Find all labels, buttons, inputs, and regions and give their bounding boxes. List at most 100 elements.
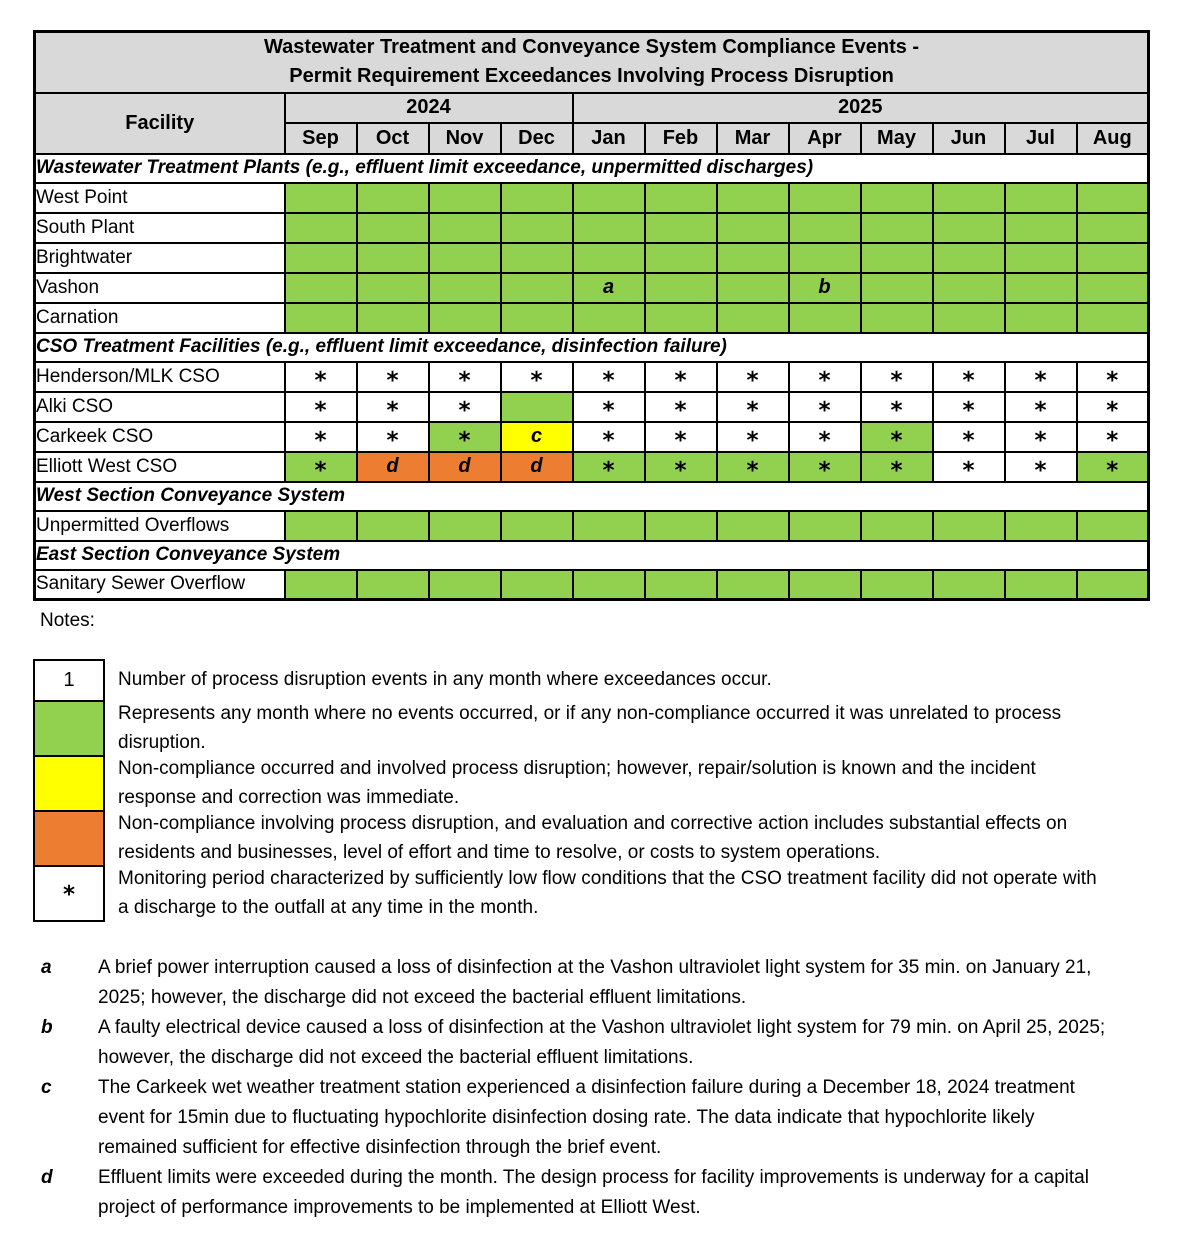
year-2025-header: 2025 (571, 91, 1150, 124)
no-discharge-asterisk: * (386, 398, 399, 422)
status-cell-apr (787, 301, 862, 334)
legend-item: Non-compliance occurred and involved pro… (33, 755, 1149, 812)
status-cell-nov (427, 568, 502, 601)
count-symbol: 1 (63, 669, 75, 691)
status-cell-jul: * (1003, 420, 1078, 453)
status-cell-oct: * (355, 420, 430, 453)
status-cell-oct (355, 271, 430, 304)
status-cell-apr (787, 181, 862, 214)
no-discharge-asterisk: * (890, 368, 903, 392)
status-cell-sep (283, 181, 358, 214)
footnote-letter: a (41, 957, 52, 978)
status-cell-jul (1003, 509, 1078, 542)
status-cell-apr: * (787, 390, 862, 423)
status-cell-oct: * (355, 390, 430, 423)
footnote-mark-a: a (602, 276, 615, 298)
footnote-mark-d: d (386, 455, 399, 477)
no-discharge-asterisk: * (746, 368, 759, 392)
notes-label: Notes: (40, 610, 95, 631)
facility-column-header: Facility (33, 91, 286, 155)
facility-name: Carkeek CSO (33, 420, 286, 453)
facility-name: Unpermitted Overflows (33, 509, 286, 542)
legend-text: Non-compliance involving process disrupt… (118, 813, 1068, 863)
status-cell-jun (931, 301, 1006, 334)
status-cell-jun (931, 211, 1006, 244)
year-header-row: Facility 2024 2025 (33, 91, 1150, 155)
status-cell-nov (427, 301, 502, 334)
status-cell-sep (283, 301, 358, 334)
footnotes: a A brief power interruption caused a los… (33, 953, 1149, 1223)
table-title: Wastewater Treatment and Conveyance Syst… (33, 30, 1150, 94)
status-cell-jan: * (571, 360, 646, 393)
status-cell-mar: * (715, 360, 790, 393)
month-header-feb: Feb (643, 121, 718, 155)
status-cell-nov (427, 211, 502, 244)
status-cell-jan: * (571, 420, 646, 453)
section-header-row: Wastewater Treatment Plants (e.g., efflu… (33, 152, 1150, 184)
status-cell-aug: * (1075, 390, 1150, 423)
status-cell-feb: * (643, 450, 718, 483)
status-cell-oct: d (355, 450, 430, 483)
month-header-row: Sep Oct Nov Dec Jan Feb Mar Apr May Jun Jul Aug (35, 121, 1150, 155)
facility-name: Alki CSO (33, 390, 286, 423)
footnote-b: b A faulty electrical device caused a los… (33, 1013, 1149, 1073)
section-header: CSO Treatment Facilities (e.g., effluent… (33, 331, 1150, 363)
status-cell-jun (931, 181, 1006, 214)
status-cell-jan (571, 211, 646, 244)
status-cell-apr (787, 568, 862, 601)
status-cell-sep (283, 241, 358, 274)
status-cell-jun: * (931, 420, 1006, 453)
table-title-line1: Wastewater Treatment and Conveyance Syst… (264, 36, 920, 59)
no-discharge-asterisk: * (458, 428, 471, 452)
status-cell-jan (571, 301, 646, 334)
status-cell-aug (1075, 301, 1150, 334)
legend-text: Non-compliance occurred and involved pro… (118, 758, 1036, 808)
month-header-mar: Mar (715, 121, 790, 155)
month-header-sep: Sep (283, 121, 358, 155)
facility-name: South Plant (33, 211, 286, 244)
legend-item: Non-compliance involving process disrupt… (33, 810, 1149, 867)
status-cell-feb (643, 241, 718, 274)
no-discharge-asterisk: * (1034, 428, 1047, 452)
no-discharge-asterisk: * (818, 398, 831, 422)
status-cell-nov: d (427, 450, 502, 483)
status-cell-apr: * (787, 420, 862, 453)
no-discharge-asterisk: * (674, 368, 687, 392)
section-header-row: CSO Treatment Facilities (e.g., effluent… (33, 331, 1150, 363)
status-cell-dec (499, 241, 574, 274)
status-cell-jun (931, 241, 1006, 274)
status-cell-mar: * (715, 450, 790, 483)
facility-row: Carnation (33, 301, 1150, 334)
status-cell-sep (283, 211, 358, 244)
no-discharge-asterisk: * (962, 428, 975, 452)
footnote-letter: d (41, 1167, 53, 1188)
footnote-text: The Carkeek wet weather treatment statio… (98, 1077, 1075, 1158)
legend-item: * Monitoring period characterized by suff… (33, 865, 1149, 922)
facility-row: Unpermitted Overflows (33, 509, 1150, 542)
status-cell-may (859, 509, 934, 542)
facility-name: Sanitary Sewer Overflow (33, 568, 286, 601)
no-discharge-asterisk: * (818, 458, 831, 482)
table-title-line2: Permit Requirement Exceedances Involving… (289, 65, 894, 88)
status-cell-may (859, 271, 934, 304)
status-cell-oct (355, 181, 430, 214)
status-cell-may (859, 211, 934, 244)
facility-row: Alki CSO * * * * * * * * * * * (33, 390, 1150, 423)
no-discharge-asterisk: * (1034, 398, 1047, 422)
status-cell-mar (715, 568, 790, 601)
status-cell-dec: * (499, 360, 574, 393)
status-cell-mar (715, 241, 790, 274)
footnote-text: A brief power interruption caused a loss… (98, 957, 1092, 1008)
status-cell-mar: * (715, 420, 790, 453)
no-discharge-asterisk: * (602, 368, 615, 392)
status-cell-may: * (859, 420, 934, 453)
facility-name: Carnation (33, 301, 286, 334)
no-discharge-asterisk: * (674, 458, 687, 482)
status-cell-aug (1075, 271, 1150, 304)
section-header: West Section Conveyance System (33, 480, 1150, 512)
facility-name: West Point (33, 181, 286, 214)
status-cell-aug (1075, 568, 1150, 601)
status-cell-jan (571, 509, 646, 542)
no-discharge-asterisk: * (314, 368, 327, 392)
status-cell-jul (1003, 181, 1078, 214)
